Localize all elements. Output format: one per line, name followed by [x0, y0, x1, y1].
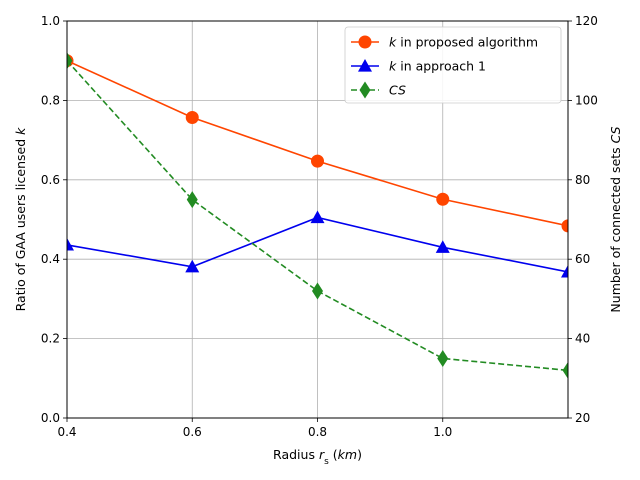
- legend-label-2: CS: [389, 83, 406, 98]
- series-1-point-0: [67, 237, 74, 251]
- series-2-point-3: [437, 349, 449, 367]
- y-right-tick-label: 60: [575, 252, 590, 266]
- tick-layer: 0.4 0.6 0.8 1.0 0.0 0.2 0.4 0.6 0.8 1.0 20 40 60 80 10…: [41, 14, 598, 439]
- series-2-point-0: [67, 52, 73, 70]
- x-tick-label: 0.4: [57, 425, 76, 439]
- y-right-tick-label: 80: [575, 173, 590, 187]
- y-left-tick-label: 0.6: [41, 173, 60, 187]
- series-layer: [67, 52, 568, 379]
- y-right-tick-label: 100: [575, 93, 598, 107]
- legend-marker-0: [358, 35, 372, 49]
- y-right-tick-label: 120: [575, 14, 598, 28]
- series-1-point-3: [435, 240, 450, 253]
- legend-marker-2: [359, 81, 371, 99]
- y-left-tick-label: 0.0: [41, 411, 60, 425]
- y-left-tick-label: 0.4: [41, 252, 60, 266]
- y-left-tick-label: 1.0: [41, 14, 60, 28]
- x-tick-label: 1.0: [433, 425, 452, 439]
- series-0-point-4: [561, 219, 568, 233]
- y-left-axis-label: Ratio of GAA users licensed k: [13, 127, 28, 312]
- legend-box: [344, 26, 562, 104]
- x-tick-label: 0.8: [308, 425, 327, 439]
- y-right-axis-label: Number of connected sets CS: [608, 126, 623, 312]
- y-left-tick-label: 0.8: [41, 93, 60, 107]
- series-0-point-3: [436, 192, 450, 206]
- y-right-tick-label: 20: [575, 411, 590, 425]
- series-1-point-1: [185, 259, 200, 273]
- series-0-point-2: [311, 154, 324, 168]
- x-tick-label: 0.6: [183, 425, 202, 439]
- series-1-point-4: [561, 264, 568, 278]
- legend-label-1: k in approach 1: [389, 59, 486, 74]
- x-axis-label: Radius rs (km): [273, 447, 362, 467]
- series-0-point-1: [185, 110, 199, 124]
- y-left-tick-label: 0.2: [41, 332, 60, 346]
- legend-marker-1: [358, 59, 372, 72]
- series-1-point-2: [310, 210, 325, 224]
- legend: k in proposed algorithm k in approach 1 CS: [344, 26, 562, 104]
- y-right-tick-label: 40: [575, 332, 590, 346]
- series-2-point-4: [562, 361, 568, 379]
- series-2-point-1: [186, 191, 198, 209]
- series-2-point-2: [312, 282, 323, 300]
- legend-label-0: k in proposed algorithm: [389, 35, 538, 50]
